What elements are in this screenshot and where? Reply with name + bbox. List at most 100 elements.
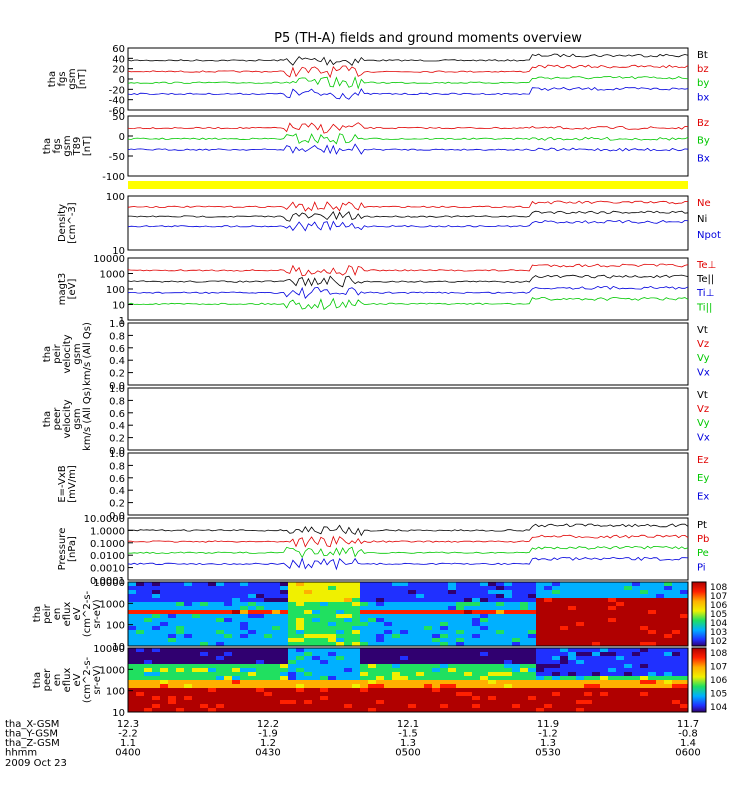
spectrogram-cell xyxy=(464,626,473,631)
spectrogram-cell xyxy=(640,590,649,595)
spectrogram-cell xyxy=(664,664,673,669)
spectrogram-cell xyxy=(296,586,305,591)
spectrogram-cell xyxy=(224,630,233,635)
spectrogram-cell xyxy=(640,606,649,611)
spectrogram-cell xyxy=(584,622,593,627)
spectrogram-cell xyxy=(272,626,281,631)
spectrogram-cell xyxy=(648,610,657,615)
legend-bx: bx xyxy=(697,92,709,103)
spectrogram-cell xyxy=(248,664,257,669)
spectrogram-cell xyxy=(656,642,665,647)
spectrogram-cell xyxy=(288,664,297,669)
spectrogram-cell xyxy=(552,660,561,665)
spectrogram-cell xyxy=(144,582,153,587)
spectrogram-cell xyxy=(272,606,281,611)
spectrogram-cell xyxy=(176,660,185,665)
spectrogram-cell xyxy=(440,708,449,713)
spectrogram-cell xyxy=(664,660,673,665)
spectrogram-cell xyxy=(512,642,521,647)
spectrogram-cell xyxy=(184,622,193,627)
spectrogram-cell xyxy=(280,594,289,599)
spectrogram-cell xyxy=(568,586,577,591)
spectrogram-cell xyxy=(296,638,305,643)
spectrogram-cell xyxy=(312,590,321,595)
spectrogram-cell xyxy=(224,676,233,681)
spectrogram-cell xyxy=(544,598,553,603)
spectrogram-cell xyxy=(312,618,321,623)
spectrogram-cell xyxy=(656,582,665,587)
spectrogram-cell xyxy=(152,696,161,701)
spectrogram-cell xyxy=(496,692,505,697)
spectrogram-cell xyxy=(384,660,393,665)
spectrogram-cell xyxy=(392,668,401,673)
spectrogram-cell xyxy=(416,672,425,677)
spectrogram-cell xyxy=(304,704,313,709)
spectrogram-cell xyxy=(256,688,265,693)
spectrogram-cell xyxy=(176,614,185,619)
spectrogram-cell xyxy=(576,618,585,623)
spectrogram-cell xyxy=(400,676,409,681)
spectrogram-cell xyxy=(608,704,617,709)
spectrogram-cell xyxy=(320,692,329,697)
spectrogram-cell xyxy=(512,700,521,705)
spectrogram-cell xyxy=(160,642,169,647)
spectrogram-cell xyxy=(416,642,425,647)
y-tick-label: 0.6 xyxy=(109,409,125,420)
spectrogram-cell xyxy=(640,630,649,635)
spectrogram-cell xyxy=(216,634,225,639)
spectrogram-cell xyxy=(496,590,505,595)
spectrogram-cell xyxy=(368,606,377,611)
spectrogram-cell xyxy=(608,626,617,631)
spectrogram-cell xyxy=(456,626,465,631)
spectrogram-cell xyxy=(576,606,585,611)
spectrogram-cell xyxy=(152,626,161,631)
spectrogram-cell xyxy=(632,618,641,623)
y-tick-label: 10 xyxy=(112,246,125,257)
spectrogram-cell xyxy=(664,614,673,619)
spectrogram-cell xyxy=(184,672,193,677)
spectrogram-cell xyxy=(672,594,681,599)
spectrogram-cell xyxy=(504,652,513,657)
spectrogram-cell xyxy=(576,614,585,619)
spectrogram-cell xyxy=(296,692,305,697)
spectrogram-cell xyxy=(312,692,321,697)
spectrogram-cell xyxy=(216,630,225,635)
legend-Vy: Vy xyxy=(697,353,710,364)
spectrogram-cell xyxy=(568,622,577,627)
spectrogram-cell xyxy=(240,700,249,705)
spectrogram-cell xyxy=(176,688,185,693)
spectrogram-cell xyxy=(232,676,241,681)
orbit-value: 12.1 xyxy=(397,719,419,730)
spectrogram-cell xyxy=(448,664,457,669)
spectrogram-cell xyxy=(576,656,585,661)
spectrogram-cell xyxy=(424,684,433,689)
spectrogram-cell xyxy=(432,704,441,709)
spectrogram-cell xyxy=(128,618,137,623)
spectrogram-cell xyxy=(520,652,529,657)
spectrogram-cell xyxy=(624,680,633,685)
spectrogram-cell xyxy=(296,684,305,689)
spectrogram-cell xyxy=(632,610,641,615)
spectrogram-cell xyxy=(248,704,257,709)
spectrogram-cell xyxy=(592,634,601,639)
spectrogram-cell xyxy=(456,634,465,639)
spectrogram-cell xyxy=(272,704,281,709)
spectrogram-cell xyxy=(160,684,169,689)
spectrogram-cell xyxy=(448,656,457,661)
spectrogram-cell xyxy=(656,618,665,623)
spectrogram-cell xyxy=(320,680,329,685)
spectrogram-cell xyxy=(584,680,593,685)
spectrogram-cell xyxy=(664,704,673,709)
y-tick-label: 100 xyxy=(106,192,125,203)
spectrogram-cell xyxy=(664,606,673,611)
spectrogram-cell xyxy=(392,582,401,587)
spectrogram-cell xyxy=(264,634,273,639)
spectrogram-cell xyxy=(192,622,201,627)
spectrogram-cell xyxy=(208,594,217,599)
spectrogram-cell xyxy=(400,634,409,639)
orbit-value: 1.2 xyxy=(260,738,276,749)
spectrogram-cell xyxy=(616,668,625,673)
spectrogram-cell xyxy=(376,648,385,653)
spectrogram-cell xyxy=(280,656,289,661)
spectrogram-cell xyxy=(432,684,441,689)
